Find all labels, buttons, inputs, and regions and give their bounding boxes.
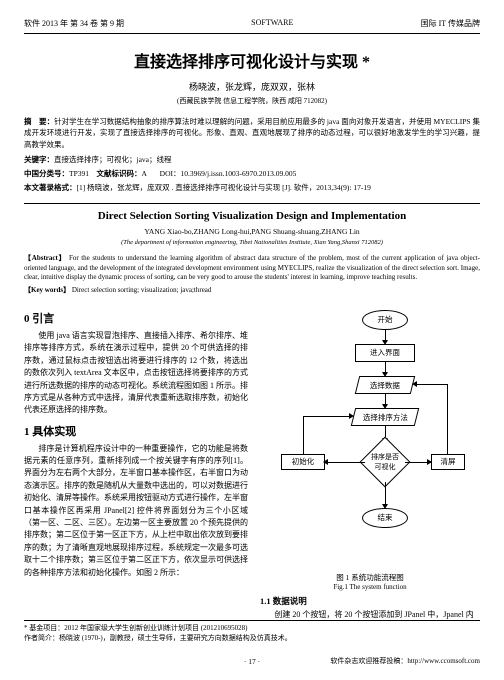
keywords-english: 【Key words】 Direct selection sorting; vi…	[24, 286, 480, 296]
flowchart-figure: 开始 进入界面 选择数据 选择排序方法 排序是否可视化 初始化 清屏	[275, 308, 465, 568]
doi-label: DOI：	[160, 169, 181, 178]
classification-line: 中国分类号：TP391 文献标识码：A DOI：10.3969/j.issn.1…	[24, 168, 480, 179]
fc-arrow	[303, 416, 304, 454]
keywords-cn-label: 关键字：	[24, 155, 54, 164]
fc-arrowhead	[323, 459, 328, 465]
fc-arrow	[385, 482, 386, 506]
title-chinese: 直接选择排序可视化设计与实现 *	[24, 48, 480, 72]
fc-arrow	[325, 462, 365, 463]
fc-arrowhead	[412, 381, 417, 387]
class-label: 中国分类号：	[24, 169, 69, 178]
divider-rule	[24, 203, 480, 204]
fund-note: * 基金项目：2012 年国家级大学生创新创业训练计划项目 (201210695…	[24, 624, 480, 634]
authors-english: YANG Xiao-bo,ZHANG Long-hui,PANG Shuang-…	[24, 227, 480, 236]
page-header: 软件 2013 年 第 34 卷 第 9 期 SOFTWARE 国际 IT 传媒…	[24, 18, 480, 29]
affiliation-english: (The department of information engineeri…	[24, 239, 480, 246]
fc-arrowhead	[349, 413, 354, 419]
figure-caption-en: Fig.1 The system function	[260, 583, 480, 591]
doc-val: A	[142, 169, 147, 178]
abstract-chinese: 摘 要：针对学生在学习数据结构抽象的排序算法时难以理解的问题，采用目前应用最多的…	[24, 116, 480, 150]
format-text: [1] 杨晓波，张龙辉，庞双双 . 直接选择排序可视化设计与实现 [J]. 软件…	[77, 183, 371, 192]
column-right: 开始 进入界面 选择数据 选择排序方法 排序是否可视化 初始化 清屏	[260, 304, 480, 624]
figure-caption-cn: 图 1 系统功能流程图	[260, 572, 480, 583]
section-0-heading: 0 引言	[24, 310, 248, 326]
keywords-cn-text: 直接选择排序；可视化；java；线程	[54, 155, 172, 164]
fc-arrow	[447, 384, 448, 454]
authors-chinese: 杨晓波，张龙辉，庞双双，张林	[24, 80, 480, 93]
fc-seldata-node: 选择数据	[355, 376, 415, 394]
abstract-cn-label: 摘 要：	[24, 117, 54, 126]
fc-arrow	[415, 384, 447, 385]
fc-end-node: 结束	[362, 508, 408, 528]
keywords-en-text: Direct selection sorting; visualization;…	[72, 286, 212, 294]
affiliation-chinese: (西藏民族学院 信息工程学院，陕西 咸阳 712082)	[24, 96, 480, 106]
fc-judge-node: 排序是否可视化	[360, 436, 411, 487]
fc-arrowhead	[427, 459, 432, 465]
footer-right: 软件杂志欢迎推荐投稿：http://www.ccomsoft.com	[330, 656, 480, 666]
fc-init-node: 初始化	[281, 454, 325, 470]
format-label: 本文著录格式：	[24, 183, 77, 192]
fc-arrow	[303, 416, 351, 417]
title-english: Direct Selection Sorting Visualization D…	[24, 210, 480, 222]
doi-val: 10.3969/j.issn.1003-6970.2013.09.005	[181, 169, 297, 178]
fc-selmethod-node: 选择排序方法	[351, 408, 419, 426]
abstract-en-text: For the students to understand the learn…	[24, 254, 480, 282]
section-1-para: 排序是计算机程序设计中的一种重要操作，它的功能是将数据元素的任意序列，重新排列成…	[24, 443, 248, 579]
footer-notes: * 基金项目：2012 年国家级大学生创新创业训练计划项目 (201210695…	[24, 620, 480, 644]
page-footer: 软件杂志欢迎推荐投稿：http://www.ccomsoft.com	[24, 656, 480, 666]
header-center: SOFTWARE	[251, 18, 293, 29]
doc-label: 文献标识码：	[97, 169, 142, 178]
two-column-body: 0 引言 使用 java 语言实现冒泡排序、直接插入排序、希尔排序、堆排序等排序…	[24, 304, 480, 624]
keywords-en-label: 【Key words】	[24, 286, 70, 294]
fc-clear-node: 清屏	[431, 454, 465, 470]
section-1-1-heading: 1.1 数据说明	[260, 595, 480, 607]
header-right: 国际 IT 传媒品牌	[421, 18, 480, 29]
fc-start-node: 开始	[362, 310, 408, 330]
class-val: TP391	[69, 169, 89, 178]
header-rule	[24, 33, 480, 34]
citation-format: 本文著录格式：[1] 杨晓波，张龙辉，庞双双 . 直接选择排序可视化设计与实现 …	[24, 182, 480, 193]
section-0-para: 使用 java 语言实现冒泡排序、直接插入排序、希尔排序、堆排序等排序方式，系统…	[24, 330, 248, 417]
keywords-chinese: 关键字：直接选择排序；可视化；java；线程	[24, 154, 480, 165]
author-bio: 作者简介：杨晓波 (1970-)，副教授，硕士生导师，主要研究方向数据结构及仿真…	[24, 634, 480, 644]
abstract-en-label: 【Abstract】	[24, 254, 66, 262]
abstract-cn-text: 针对学生在学习数据结构抽象的排序算法时难以理解的问题，采用目前应用最多的 jav…	[24, 117, 480, 149]
column-left: 0 引言 使用 java 语言实现冒泡排序、直接插入排序、希尔排序、堆排序等排序…	[24, 304, 248, 624]
fc-enter-node: 进入界面	[355, 344, 415, 362]
header-left: 软件 2013 年 第 34 卷 第 9 期	[24, 18, 124, 29]
section-1-heading: 1 具体实现	[24, 423, 248, 439]
abstract-english: 【Abstract】 For the students to understan…	[24, 254, 480, 283]
